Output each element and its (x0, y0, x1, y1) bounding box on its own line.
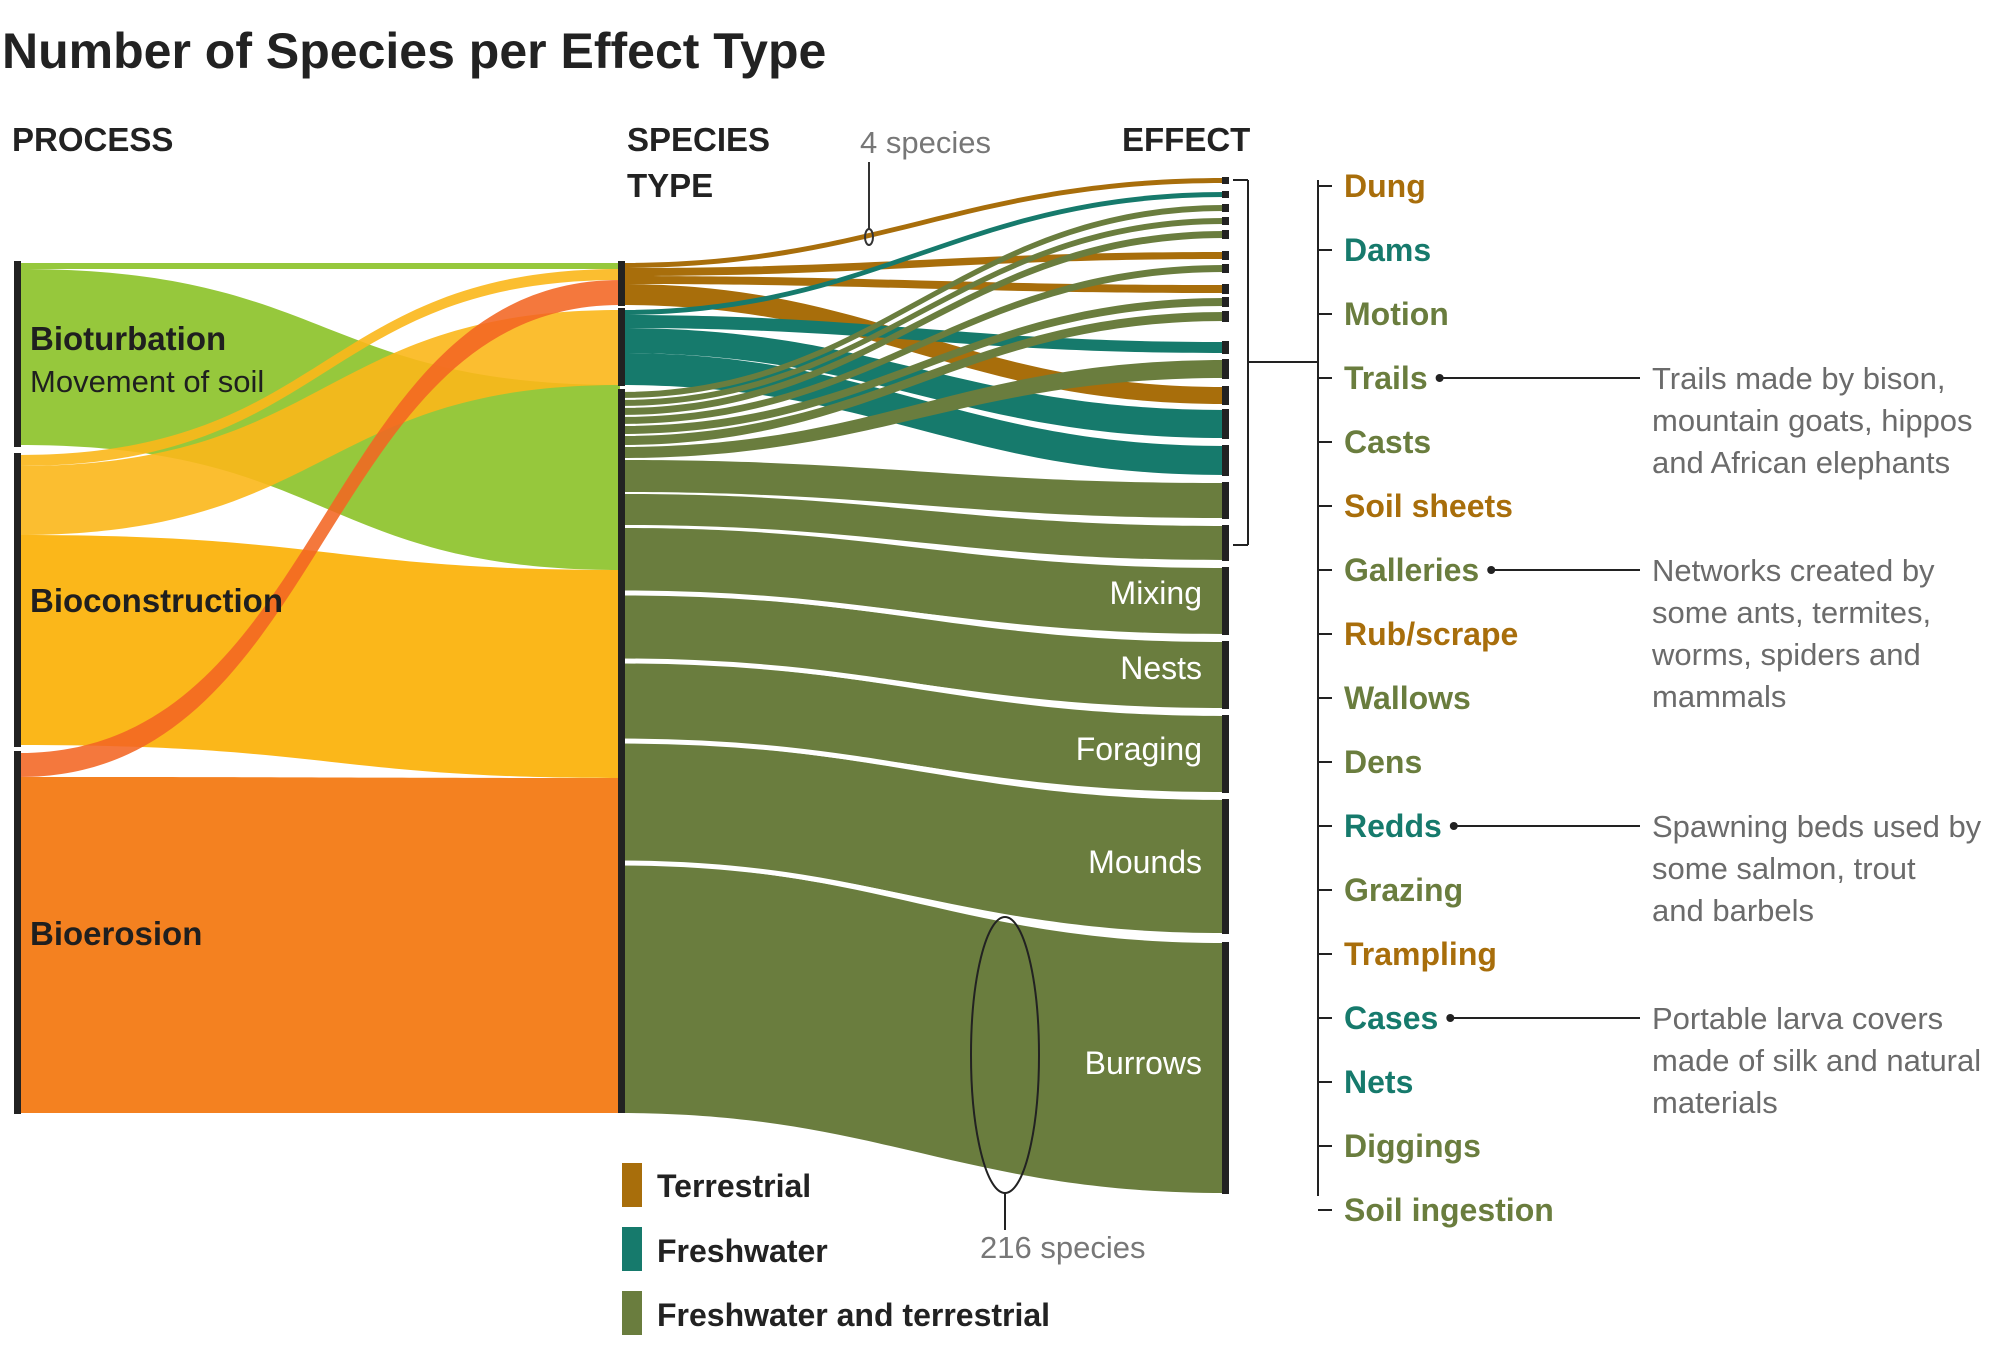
node-freshwater (618, 308, 625, 386)
effect-label-mounds: Mounds (1088, 844, 1202, 880)
effect-label-trails: Trails (1344, 360, 1428, 396)
node-bioturbation (14, 261, 21, 447)
effect-label-diggings: Diggings (1344, 1128, 1481, 1164)
flow-fwt-grazing (620, 360, 1225, 458)
flow-fwt-nests (620, 595, 1225, 708)
legend-swatch-freshwater (622, 1227, 642, 1271)
note-cases-line-0: Portable larva covers (1652, 1001, 1943, 1036)
process-sublabel-bioturbation: Movement of soil (30, 364, 264, 399)
effect-label-wallows: Wallows (1344, 680, 1471, 716)
node-burrows (1222, 942, 1229, 1194)
flow-fwt-trails (620, 218, 1225, 406)
legend-swatch-freshwater-and-terrestrial (622, 1291, 642, 1335)
flow-fwt-wallows (620, 298, 1225, 434)
note-trails-line-2: and African elephants (1652, 445, 1950, 480)
effect-label-soil-sheets: Soil sheets (1344, 488, 1513, 524)
flow-fwt-mounds (620, 743, 1225, 933)
flow-freshwater-redds (620, 315, 1225, 353)
header-species-type-line2: TYPE (627, 167, 713, 204)
flow-fwt-soil-ingestion (620, 494, 1225, 560)
note-redds-line-2: and barbels (1652, 893, 1814, 928)
effect-label-redds: Redds (1344, 808, 1442, 844)
flow-bioerosion-to-freshwater-and-terrestrial (20, 777, 620, 1113)
effect-label-dams: Dams (1344, 232, 1431, 268)
flow-fwt-motion (620, 205, 1225, 398)
header-species-type-line1: SPECIES (627, 121, 770, 158)
note-galleries-line-2: worms, spiders and (1651, 637, 1921, 672)
effect-label-motion: Motion (1344, 296, 1449, 332)
process-label-bioturbation: Bioturbation (30, 320, 226, 357)
process-label-bioconstruction: Bioconstruction (30, 582, 283, 619)
annotation-large-marker (970, 916, 1040, 1230)
annotation-large: 216 species (980, 1230, 1145, 1265)
note-redds-line-1: some salmon, trout (1652, 851, 1916, 886)
flow-fwt-mixing (620, 528, 1225, 634)
effect-label-rub-scrape: Rub/scrape (1344, 616, 1518, 652)
node-mounds (1222, 799, 1229, 934)
note-cases-line-2: materials (1652, 1085, 1778, 1120)
effect-label-cases: Cases (1344, 1000, 1438, 1036)
annotation-small-marker (864, 162, 874, 246)
note-galleries-line-0: Networks created by (1652, 553, 1935, 588)
effect-label-trampling: Trampling (1344, 936, 1497, 972)
node-freshwater-and-terrestrial (618, 389, 625, 1113)
effect-label-burrows: Burrows (1085, 1045, 1202, 1081)
node-mixing (1222, 567, 1229, 635)
effect-label-grazing: Grazing (1344, 872, 1463, 908)
effect-label-galleries: Galleries (1344, 552, 1479, 588)
process-node-bars (14, 261, 21, 1114)
effects-bracket (1233, 179, 1319, 1196)
effect-label-foraging: Foraging (1076, 731, 1202, 767)
note-trails-line-0: Trails made by bison, (1652, 361, 1945, 396)
effect-label-nests: Nests (1120, 650, 1202, 686)
legend-swatch-terrestrial (622, 1163, 642, 1207)
annotation-small: 4 species (860, 125, 991, 160)
effect-label-casts: Casts (1344, 424, 1431, 460)
process-label-bioerosion: Bioerosion (30, 915, 202, 952)
flows-type-to-effect (620, 178, 1225, 1193)
header-effect: EFFECT (1122, 121, 1250, 158)
node-foraging (1222, 715, 1229, 793)
node-bioerosion (14, 751, 21, 1114)
effect-list: Dung Dams Motion Trails Trails made by bison… (1318, 168, 1982, 1228)
note-galleries-line-3: mammals (1652, 679, 1786, 714)
flow-bioconstruction-to-terrestrial (20, 269, 620, 466)
effect-label-dens: Dens (1344, 744, 1422, 780)
legend: Terrestrial Freshwater Freshwater and te… (622, 1163, 1050, 1335)
effect-label-mixing: Mixing (1110, 575, 1202, 611)
effect-label-dung: Dung (1344, 168, 1426, 204)
legend-label-freshwater: Freshwater (657, 1233, 828, 1269)
flow-fwt-foraging (620, 663, 1225, 792)
note-trails-line-1: mountain goats, hippos (1652, 403, 1973, 438)
flow-bioturbation-to-terrestrial (20, 263, 620, 269)
flow-terrestrial-dung (620, 178, 1225, 268)
ribbon-separators (619, 590, 1226, 941)
legend-label-freshwater-and-terrestrial: Freshwater and terrestrial (657, 1297, 1050, 1333)
flow-fwt-galleries (620, 265, 1225, 424)
flow-fwt-casts (620, 231, 1225, 415)
note-galleries-line-1: some ants, termites, (1652, 595, 1931, 630)
node-terrestrial (618, 261, 625, 306)
node-nests (1222, 641, 1229, 709)
note-redds-line-0: Spawning beds used by (1652, 809, 1982, 844)
flow-fwt-burrows (620, 865, 1225, 1193)
legend-label-terrestrial: Terrestrial (657, 1168, 811, 1204)
flow-freshwater-dams (620, 192, 1225, 315)
species-type-node-bars (618, 261, 625, 1113)
flow-bioconstruction-to-freshwater (20, 310, 620, 535)
effect-label-soil-ingestion: Soil ingestion (1344, 1192, 1554, 1228)
flow-fwt-dens (620, 312, 1225, 445)
effect-node-bars (1222, 177, 1229, 1194)
effect-label-nets: Nets (1344, 1064, 1413, 1100)
node-bioconstruction (14, 453, 21, 747)
flows-process-to-type (20, 263, 620, 1113)
flow-fwt-diggings (620, 460, 1225, 518)
header-process: PROCESS (12, 121, 173, 158)
flow-bioerosion-to-terrestrial (20, 280, 620, 777)
chart-title: Number of Species per Effect Type (2, 23, 826, 79)
flow-freshwater-cases (620, 328, 1225, 438)
note-cases-line-1: made of silk and natural (1652, 1043, 1981, 1078)
